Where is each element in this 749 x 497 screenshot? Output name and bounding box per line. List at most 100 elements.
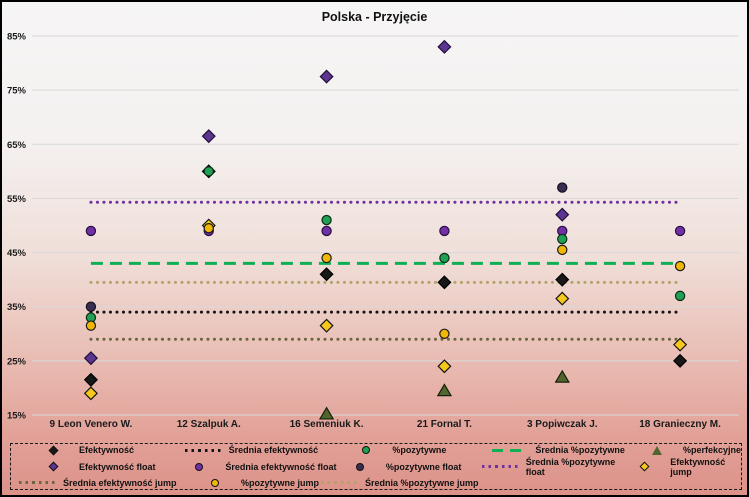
marker-efektywnosc-float: [437, 39, 452, 54]
marker-srednia-efektywnosc-float: [85, 225, 97, 237]
legend-item-srednia-efektywnosc: Średnia efektywność: [184, 445, 349, 456]
legend-marker: [639, 445, 675, 455]
y-tick-label: 35%: [7, 302, 27, 313]
legend: Efektywność Średnia efektywność %pozytywne…: [10, 443, 742, 490]
marker-pozytywne-jump: [203, 223, 214, 234]
circle-legend-icon: [362, 446, 371, 455]
marker-efektywnosc-float: [555, 207, 570, 222]
x-category-label: 16 Semeniuk K.: [290, 419, 364, 430]
marker-efektywnosc-jump: [555, 291, 570, 306]
marker-pozytywne-jump: [321, 252, 332, 264]
legend-label: Średnia efektywność jump: [63, 477, 177, 488]
y-tick-label: 15%: [7, 411, 27, 422]
legend-marker: [184, 448, 221, 452]
circle-legend-icon: [195, 462, 204, 471]
marker-efektywnosc: [437, 275, 452, 290]
marker-pozytywne-jump: [674, 260, 686, 272]
legend-marker: [626, 461, 662, 472]
marker-pozytywne: [321, 214, 332, 226]
marker-efektywnosc: [83, 372, 98, 387]
chart-title: Polska - Przyjęcie: [321, 10, 428, 24]
circle-legend-icon: [211, 478, 219, 487]
legend-item-efektywnosc-float: Efektywność float: [35, 462, 181, 472]
dotline-legend-icon: [19, 481, 55, 485]
legend-label: %pozytywne jump: [241, 477, 320, 488]
legend-item-srednia-efektywnosc-jump: Średnia efektywność jump: [19, 478, 197, 488]
legend-label: Średnia efektywność: [228, 445, 319, 456]
legend-label: Średnia efektywność float: [225, 461, 337, 472]
marker-pozytywne-jump: [557, 244, 568, 256]
legend-row-2: Efektywność float Średnia efektywność flo…: [11, 457, 741, 477]
x-category-label: 3 Popiwczak J.: [527, 419, 598, 430]
marker-srednia-efektywnosc-float: [674, 225, 686, 237]
marker-efektywnosc-float: [319, 69, 334, 84]
marker-pozytywne-jump: [85, 320, 97, 331]
x-category-label: 21 Fornal T.: [417, 419, 472, 430]
y-tick-label: 45%: [7, 248, 27, 259]
marker-perfekcyjne: [554, 369, 570, 383]
marker-pozytywne: [203, 166, 214, 177]
marker-efektywnosc: [319, 267, 334, 282]
y-tick-label: 55%: [7, 194, 27, 205]
marker-efektywnosc-jump: [673, 337, 688, 352]
diamond-legend-icon: [48, 461, 58, 472]
marker-pozytywne-jump: [439, 328, 450, 339]
legend-row-3: Średnia efektywność jump %pozytywne jump Ś…: [11, 478, 741, 488]
legend-item-srednia-pozytywne-jump: Średnia %pozytywne jump: [321, 478, 479, 488]
legend-item-srednia-efektywnosc-float: Średnia efektywność float: [181, 462, 341, 472]
legend-marker: [321, 481, 357, 485]
legend-marker: [481, 465, 518, 468]
legend-label: Średnia %pozytywne jump: [365, 477, 479, 488]
circle-legend-icon: [355, 462, 364, 471]
legend-marker: [181, 462, 217, 471]
x-category-label: 9 Leon Venero W.: [50, 419, 133, 430]
x-category-label: 18 Granieczny M.: [639, 419, 721, 430]
legend-item-efektywnosc: Efektywność: [35, 445, 185, 455]
legend-marker: [35, 461, 71, 472]
legend-label: Efektywność: [79, 445, 135, 456]
legend-item-srednia-pozytywne-float: Średnia %pozytywne float: [481, 456, 627, 477]
marker-pozytywne: [557, 233, 568, 245]
y-tick-label: 85%: [7, 32, 27, 43]
y-tick-label: 25%: [7, 356, 27, 367]
legend-label: %pozytywne: [392, 445, 447, 456]
dotline-legend-icon: [481, 465, 518, 468]
x-category-label: 12 Szalpuk A.: [177, 419, 241, 430]
marker-pozytywne: [674, 290, 686, 302]
diamond-legend-icon: [639, 461, 650, 472]
legend-label: Efektywność float: [79, 461, 156, 472]
legend-label: Efektywność jump: [670, 456, 726, 477]
legend-item-pozytywne: %pozytywne: [348, 445, 491, 455]
legend-marker: [491, 448, 527, 452]
marker-efektywnosc: [673, 353, 688, 368]
marker-efektywnosc-jump: [319, 318, 334, 333]
legend-label: Średnia %pozytywne float: [525, 456, 616, 477]
legend-label: Średnia %pozytywne: [535, 445, 625, 456]
marker-efektywnosc-jump: [437, 359, 452, 374]
plot-area: 15% 25% 35% 45% 55% 65% 75% 85% 9 Leon Venero W.…: [7, 32, 739, 430]
marker-efektywnosc-jump: [83, 386, 98, 401]
legend-marker: [342, 462, 378, 471]
marker-pozytywne-float: [557, 182, 568, 193]
dotline-legend-icon: [321, 481, 357, 485]
triangle-legend-icon: [651, 445, 662, 455]
legend-marker: [348, 446, 384, 455]
marker-efektywnosc-float: [201, 129, 216, 144]
dashline-legend-icon: [492, 448, 527, 452]
legend-item-pozytywne-jump: %pozytywne jump: [197, 478, 321, 488]
diamond-legend-icon: [48, 445, 58, 456]
legend-item-pozytywne-float: %pozytywne float: [342, 462, 482, 472]
marker-perfekcyjne: [436, 383, 453, 397]
marker-srednia-efektywnosc-float: [439, 225, 450, 237]
marker-pozytywne: [439, 252, 450, 264]
legend-marker: [35, 445, 71, 456]
legend-item-srednia-pozytywne: Średnia %pozytywne: [491, 445, 639, 455]
legend-label: %pozytywne float: [385, 461, 462, 472]
legend-label: %perfekcyjne: [682, 445, 741, 456]
marker-efektywnosc-float: [83, 351, 98, 366]
marker-efektywnosc: [555, 272, 570, 287]
y-tick-label: 65%: [7, 140, 27, 151]
marker-pozytywne-float: [85, 301, 97, 312]
legend-marker: [197, 478, 233, 487]
